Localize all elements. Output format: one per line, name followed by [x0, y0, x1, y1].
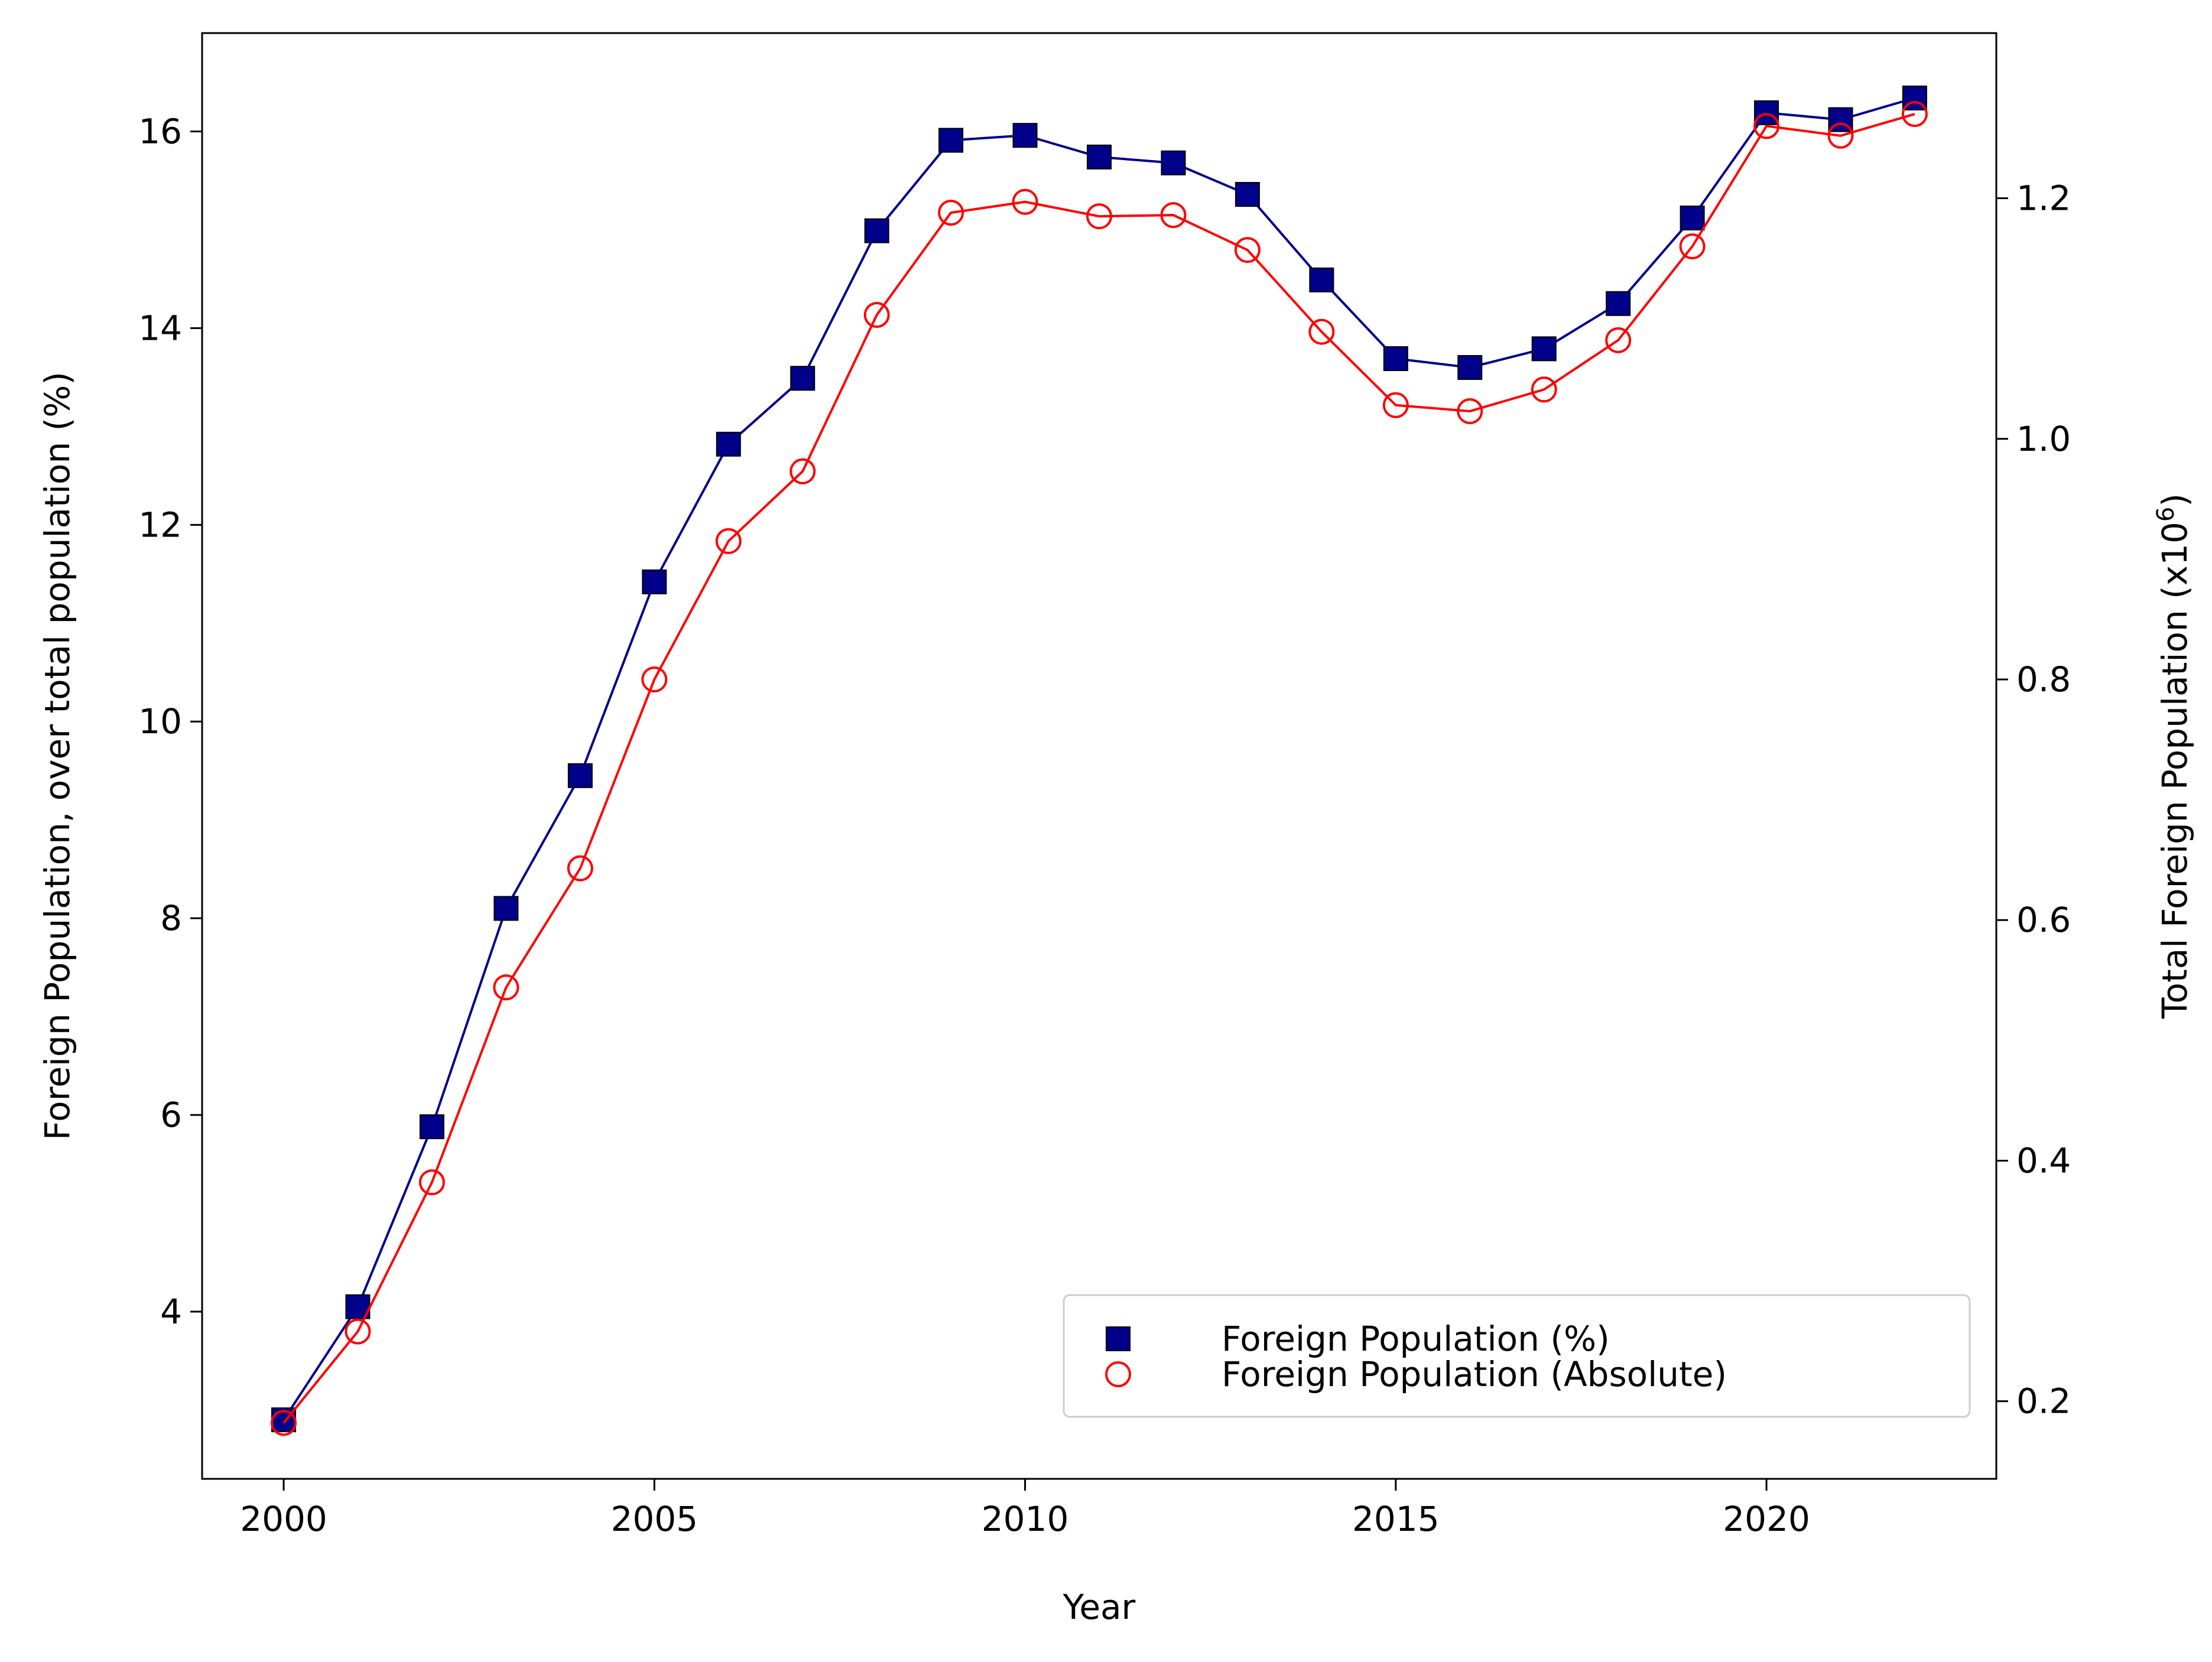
- data-point-percent: [1309, 267, 1334, 292]
- data-point-percent: [642, 569, 667, 594]
- data-point-absolute: [938, 199, 964, 226]
- data-point-percent: [864, 218, 889, 243]
- legend-marker-circle: [1105, 1361, 1131, 1387]
- data-point-absolute: [418, 1169, 445, 1196]
- y-left-tick-label: 10: [138, 701, 182, 741]
- data-point-absolute: [271, 1410, 297, 1436]
- data-point-absolute: [567, 855, 593, 882]
- data-point-percent: [493, 896, 519, 921]
- y-right-axis-label-close: ): [2155, 493, 2195, 507]
- data-point-percent: [1012, 123, 1038, 148]
- data-point-absolute: [1531, 376, 1557, 403]
- y-right-tick-label: 0.6: [2016, 900, 2071, 940]
- y-left-tick-label: 8: [160, 898, 182, 938]
- x-tick-label: 2015: [1352, 1499, 1440, 1539]
- data-point-absolute: [345, 1318, 371, 1345]
- data-point-absolute: [863, 302, 890, 329]
- legend-label-absolute: Foreign Population (Absolute): [1222, 1354, 1727, 1394]
- data-point-absolute: [1086, 203, 1112, 230]
- data-point-percent: [419, 1114, 444, 1140]
- y-right-tick-label: 0.2: [2016, 1381, 2071, 1422]
- legend-marker-square: [1106, 1326, 1131, 1351]
- y-left-tick-label: 16: [138, 111, 182, 151]
- data-point-absolute: [1827, 122, 1854, 149]
- x-tick-label: 2020: [1723, 1499, 1810, 1539]
- data-point-absolute: [1012, 188, 1038, 215]
- y-left-tick-label: 6: [160, 1095, 182, 1135]
- data-point-percent: [938, 128, 964, 153]
- data-point-absolute: [493, 974, 519, 1001]
- y-right-axis-label-exponent: 6: [2152, 507, 2179, 522]
- x-tick-label: 2000: [240, 1499, 327, 1539]
- legend: Foreign Population (%)Foreign Population…: [1063, 1294, 1971, 1418]
- series-line-1: [282, 113, 1915, 1424]
- data-point-absolute: [1382, 392, 1409, 418]
- data-point-percent: [1606, 291, 1631, 316]
- x-axis-label: Year: [1063, 1587, 1136, 1627]
- x-tick-label: 2005: [610, 1499, 698, 1539]
- data-point-percent: [790, 366, 816, 391]
- data-point-percent: [567, 763, 593, 788]
- y-right-axis-label-main: Total Foreign Population (x10: [2155, 522, 2195, 1019]
- y-right-tick-label: 0.4: [2016, 1140, 2071, 1180]
- data-point-absolute: [790, 458, 816, 484]
- x-tick-label: 2010: [982, 1499, 1069, 1539]
- data-point-percent: [1235, 181, 1260, 207]
- data-point-absolute: [1753, 113, 1780, 139]
- data-point-absolute: [1605, 327, 1632, 353]
- data-point-absolute: [715, 528, 742, 554]
- plot-frame: [201, 32, 1997, 1480]
- legend-box: [1063, 1294, 1971, 1418]
- data-point-absolute: [1160, 202, 1187, 229]
- data-point-percent: [1531, 336, 1557, 362]
- y-left-axis-label: Foreign Population, over total populatio…: [37, 372, 77, 1140]
- data-point-absolute: [1902, 101, 1928, 128]
- legend-label-percent: Foreign Population (%): [1222, 1319, 1610, 1359]
- y-right-tick-label: 1.0: [2016, 419, 2071, 459]
- y-right-tick-label: 1.2: [2016, 178, 2071, 219]
- y-left-tick-label: 12: [138, 505, 182, 545]
- y-right-tick-label: 0.8: [2016, 659, 2071, 700]
- data-point-percent: [1161, 150, 1186, 175]
- data-point-percent: [1087, 144, 1112, 170]
- data-point-percent: [1457, 354, 1483, 380]
- data-point-absolute: [1457, 398, 1483, 424]
- data-point-percent: [1754, 100, 1779, 125]
- y-right-axis-label: Total Foreign Population (x106): [2152, 493, 2195, 1019]
- data-point-absolute: [1679, 233, 1706, 260]
- y-left-tick-label: 4: [160, 1292, 182, 1332]
- data-point-absolute: [1234, 237, 1261, 264]
- y-left-tick-label: 14: [138, 308, 182, 348]
- data-point-absolute: [1308, 318, 1335, 345]
- data-point-percent: [1383, 346, 1408, 371]
- data-point-absolute: [641, 666, 668, 693]
- data-point-percent: [1680, 205, 1705, 230]
- data-point-percent: [716, 431, 741, 457]
